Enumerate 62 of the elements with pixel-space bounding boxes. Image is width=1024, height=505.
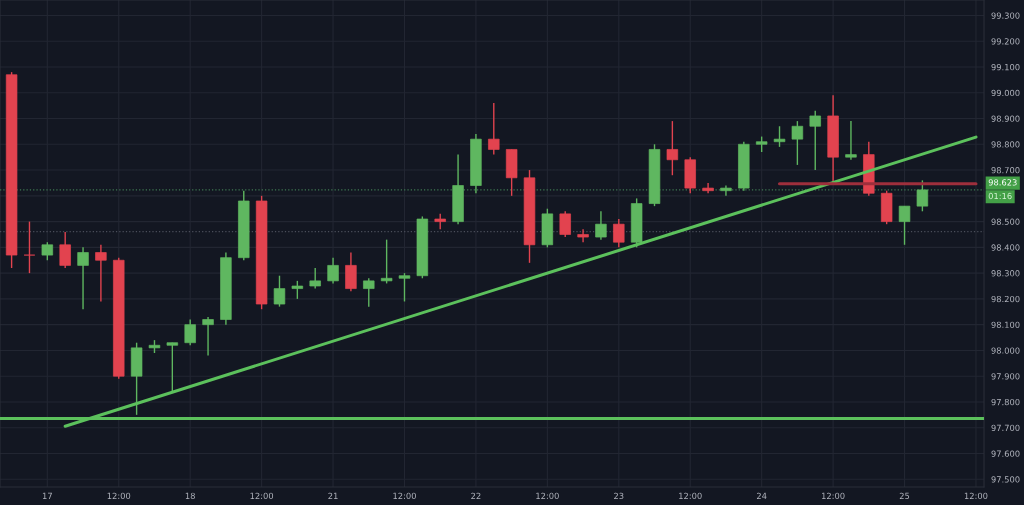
candlestick bbox=[184, 318, 196, 346]
x-tick-label: 12:00 bbox=[250, 492, 274, 500]
candlestick bbox=[845, 120, 857, 161]
x-tick-label: 18 bbox=[185, 492, 195, 500]
candlestick bbox=[166, 342, 179, 393]
candlestick bbox=[559, 210, 571, 238]
y-tick-label: 97.700 bbox=[991, 424, 1020, 432]
y-tick-label: 97.900 bbox=[991, 373, 1020, 380]
x-tick-label: 17 bbox=[42, 492, 52, 499]
y-tick-label: 98.500 bbox=[991, 218, 1020, 225]
candlestick bbox=[95, 244, 107, 303]
x-tick-label: 12:00 bbox=[679, 492, 702, 500]
x-tick-label: 22 bbox=[471, 492, 481, 499]
x-tick-label: 12:00 bbox=[536, 492, 559, 500]
y-tick-label: 98.900 bbox=[991, 115, 1020, 122]
y-tick-label: 97.600 bbox=[991, 450, 1020, 457]
candlestick bbox=[23, 220, 36, 274]
x-tick-label: 24 bbox=[756, 492, 767, 499]
y-tick-label: 98.300 bbox=[991, 270, 1020, 277]
candlestick bbox=[898, 205, 911, 246]
candlestick bbox=[613, 218, 625, 249]
y-tick-label: 99.100 bbox=[991, 63, 1020, 71]
candlestick bbox=[488, 102, 500, 156]
candlestick bbox=[363, 277, 375, 308]
text: 01:16 bbox=[988, 192, 1012, 200]
y-tick-label: 99.000 bbox=[991, 89, 1020, 97]
y-tick-label: 98.000 bbox=[991, 347, 1020, 354]
candlestick bbox=[327, 256, 339, 285]
candlestick bbox=[791, 120, 804, 166]
y-tick-label: 99.300 bbox=[991, 12, 1020, 19]
candlestick bbox=[41, 241, 54, 261]
x-tick-label: 12:00 bbox=[822, 492, 845, 500]
candlestick bbox=[577, 228, 589, 243]
candlestick bbox=[916, 179, 929, 212]
candlestick bbox=[809, 110, 821, 171]
y-tick-label: 98.400 bbox=[991, 244, 1020, 251]
candlestick bbox=[202, 316, 214, 357]
candlestick bbox=[773, 125, 786, 148]
candlestick bbox=[666, 120, 679, 176]
y-tick-label: 99.200 bbox=[991, 38, 1020, 45]
x-tick-label: 12:00 bbox=[964, 492, 988, 500]
candlestick bbox=[345, 251, 357, 292]
candlestick bbox=[291, 280, 304, 300]
candlestick bbox=[380, 238, 393, 285]
candlestick bbox=[59, 231, 71, 269]
y-tick-label: 98.200 bbox=[991, 295, 1020, 303]
ref-line-label: 98.623 bbox=[988, 179, 1017, 186]
candlestick bbox=[77, 246, 89, 310]
candlestick bbox=[273, 275, 286, 308]
y-tick-label: 98.800 bbox=[991, 141, 1020, 148]
candlestick bbox=[309, 267, 321, 290]
y-tick-label: 98.100 bbox=[991, 321, 1020, 328]
x-tick-label: 12:00 bbox=[393, 492, 416, 500]
candlestick bbox=[398, 272, 411, 303]
x-tick-label: 25 bbox=[899, 492, 910, 500]
candlestick bbox=[595, 210, 607, 241]
x-tick-label: 21 bbox=[328, 492, 338, 499]
y-tick-label: 97.800 bbox=[991, 398, 1020, 406]
y-tick-label: 97.500 bbox=[991, 476, 1020, 483]
x-tick-label: 23 bbox=[614, 492, 624, 500]
y-tick-label: 98.700 bbox=[991, 167, 1020, 174]
x-tick-label: 12:00 bbox=[107, 492, 131, 500]
